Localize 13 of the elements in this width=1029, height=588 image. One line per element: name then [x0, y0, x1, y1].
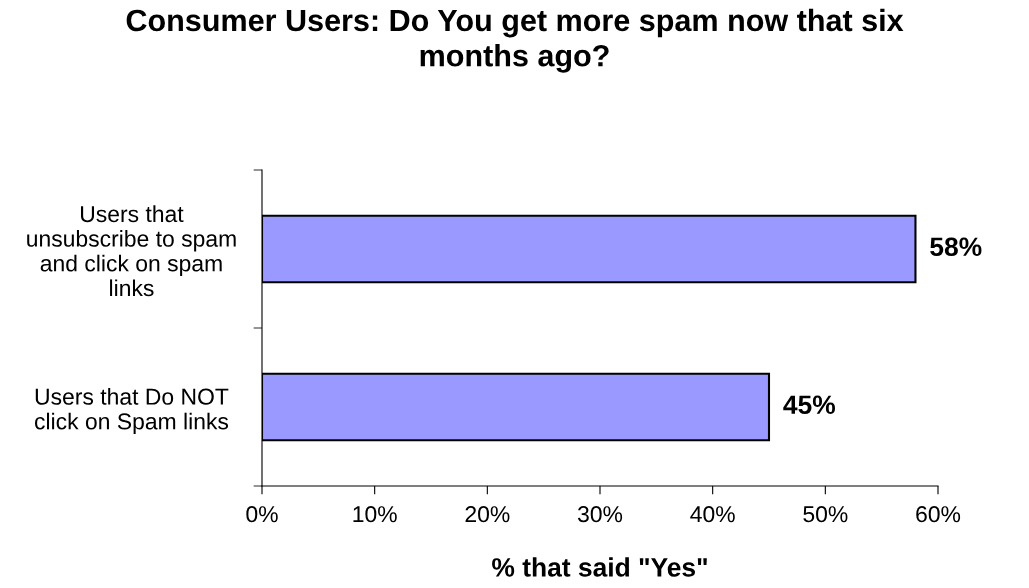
y-tick-label: Users that Do NOT click on Spam links — [34, 388, 229, 435]
x-tick-label: 40% — [690, 506, 735, 523]
x-tick-label: 10% — [353, 506, 397, 523]
y-tick-label: Users that unsubscribe to spam and click on spam links — [27, 205, 236, 297]
x-tick-label: 30% — [577, 506, 623, 523]
x-tick-label: 20% — [465, 506, 510, 523]
chart-title: Consumer Users: Do You get more spam now that six months ago? — [126, 8, 904, 73]
data-label: 58% — [930, 237, 982, 257]
x-axis-title: % that said "Yes" — [492, 557, 707, 577]
x-tick-label: 50% — [803, 506, 848, 523]
x-tick-label: 60% — [916, 506, 961, 523]
data-label: 45% — [783, 395, 836, 415]
x-tick-label: 0% — [246, 506, 278, 523]
